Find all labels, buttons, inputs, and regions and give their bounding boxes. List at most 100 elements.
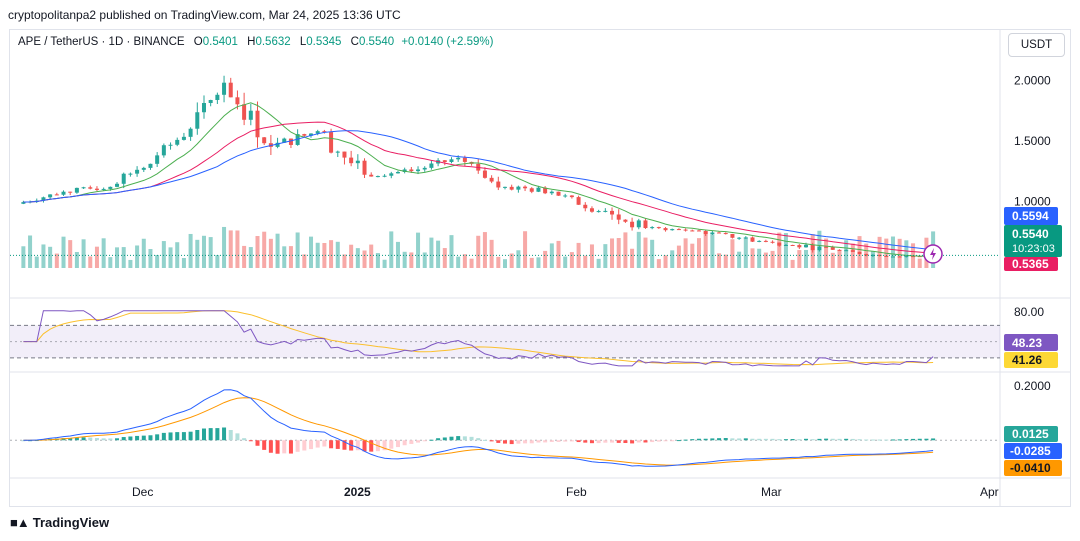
volume-bar (295, 232, 300, 268)
volume-bar (610, 238, 615, 268)
volume-bar (309, 236, 314, 268)
candle-body (128, 173, 133, 175)
macd-hist-bar (101, 438, 106, 441)
volume-bar (556, 240, 561, 268)
volume-bar (717, 253, 722, 268)
candle-body (155, 155, 160, 164)
candle-body (676, 229, 681, 231)
candle-body (503, 186, 507, 188)
volume-bar (34, 256, 39, 268)
volume-bar (723, 254, 728, 268)
close-value: 0.5540 (358, 36, 395, 48)
macd-hist-bar (222, 427, 227, 441)
macd-hist-bar (369, 440, 374, 452)
symbol-name[interactable]: APE / TetherUS · 1D · BINANCE (18, 36, 185, 48)
macd-hist-bar (743, 438, 748, 441)
volume-bar (703, 231, 708, 268)
volume-bar (569, 252, 574, 268)
volume-bar (589, 244, 594, 268)
candle-body (161, 145, 166, 156)
last-price-badge-text: 0.5540 (1012, 227, 1049, 241)
candle-body (101, 188, 106, 190)
candle-body (790, 244, 795, 246)
macd-hist-bar (322, 440, 327, 447)
candle-body (141, 167, 146, 170)
volume-bar (897, 238, 902, 268)
tradingview-logo[interactable]: ■▲ TradingView (10, 515, 109, 530)
macd-hist-bar (108, 438, 113, 441)
candle-body (255, 110, 260, 138)
candle-body (844, 250, 849, 252)
macd-hist-bar (737, 438, 742, 441)
macd-hist-bar (255, 440, 260, 446)
candle-body (275, 142, 280, 147)
candle-body (696, 230, 701, 232)
candle-body (536, 187, 541, 192)
volume-bar (315, 242, 320, 268)
candle-body (442, 160, 447, 162)
volume-bar (643, 237, 648, 268)
macd-hist-bar (643, 440, 648, 443)
volume-bar (88, 256, 93, 268)
macd-hist-bar (931, 438, 936, 441)
volume-bar (496, 256, 501, 268)
macd-hist-bar (870, 439, 875, 441)
macd-hist-bar (268, 440, 273, 453)
volume-bar (329, 240, 334, 268)
macd-hist-bar (382, 440, 387, 451)
candle-body (870, 254, 875, 256)
macd-hist-bar (235, 433, 240, 441)
candle-body (195, 112, 200, 129)
volume-bar (442, 248, 447, 268)
volume-bar (757, 248, 762, 268)
volume-bar (429, 237, 434, 268)
candle-body (375, 176, 380, 178)
macd-hist-bar (68, 438, 73, 441)
ma-upper-badge (1004, 207, 1058, 225)
macd-hist-bar (362, 440, 367, 452)
open-value: 0.5401 (202, 36, 238, 48)
macd-hist-bar (141, 435, 146, 441)
candle-body (589, 208, 594, 212)
macd-hist-bar (302, 440, 307, 451)
macd-hist-bar (884, 439, 889, 441)
volume-bar (783, 233, 788, 268)
volume-bar (115, 247, 120, 268)
candle-body (917, 256, 922, 258)
candle-body (496, 181, 501, 188)
volume-bar (469, 258, 474, 268)
volume-bar (750, 248, 755, 268)
volume-bar (476, 235, 481, 268)
volume-bar (603, 244, 608, 268)
volume-bar (623, 232, 628, 268)
volume-bar (676, 245, 681, 268)
price-tick-label: 1.5000 (1014, 134, 1051, 148)
macd-hist-bar (74, 437, 79, 441)
macd-hist-bar (121, 437, 126, 441)
candle-body (382, 175, 387, 177)
volume-bar (850, 243, 855, 268)
time-label: Feb (566, 485, 587, 499)
currency-button[interactable]: USDT (1008, 33, 1065, 57)
macd-hist-text: 0.0125 (1012, 427, 1049, 441)
candle-body (797, 245, 802, 248)
macd-hist-bar (329, 440, 334, 449)
volume-bar (596, 258, 601, 268)
high-label: H (247, 36, 256, 48)
macd-hist-bar (676, 440, 681, 442)
macd-hist-bar (482, 439, 487, 441)
volume-bar (710, 234, 715, 268)
candle-body (509, 186, 514, 190)
volume-bar (870, 251, 875, 268)
candle-body (884, 255, 889, 257)
macd-hist-bar (88, 437, 93, 441)
volume-bar (355, 248, 360, 268)
macd-hist-bar (315, 440, 320, 448)
macd-hist-bar (248, 440, 253, 442)
macd-hist-bar (128, 436, 133, 441)
ma-lower-badge (1004, 257, 1058, 271)
macd-tick-label: 0.2000 (1014, 379, 1051, 393)
macd-hist-bar (429, 439, 434, 441)
macd-hist-bar (690, 439, 695, 441)
